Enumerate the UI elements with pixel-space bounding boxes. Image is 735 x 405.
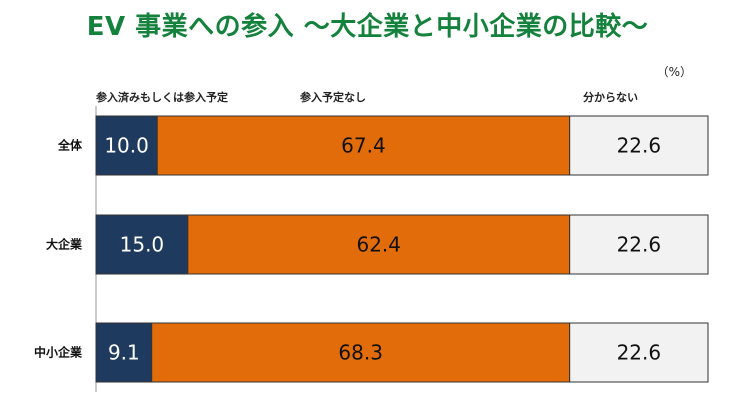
data-label: 10.0 xyxy=(104,134,149,158)
chart-title: EV 事業への参入 ～大企業と中小企業の比較～ xyxy=(86,12,649,42)
legend-label-2: 参入予定なし xyxy=(300,90,366,104)
legend-label-3: 分からない xyxy=(583,90,638,104)
data-label: 62.4 xyxy=(356,233,401,257)
unit-label: （%） xyxy=(657,65,692,79)
data-label: 9.1 xyxy=(108,341,140,365)
category-label: 中小企業 xyxy=(34,345,83,360)
bar-segment xyxy=(569,214,709,275)
category-label: 全体 xyxy=(57,138,83,153)
data-label: 15.0 xyxy=(120,233,165,257)
data-label: 22.6 xyxy=(617,134,662,158)
data-label: 67.4 xyxy=(341,134,386,158)
data-label: 22.6 xyxy=(617,341,662,365)
data-label: 22.6 xyxy=(617,233,662,257)
bar-segment xyxy=(95,214,189,275)
bar-segment xyxy=(187,214,571,275)
bar-segment xyxy=(569,322,709,383)
bar-segment xyxy=(156,115,571,176)
bar-segment xyxy=(95,115,158,176)
data-label: 68.3 xyxy=(338,341,383,365)
bar-segment xyxy=(569,115,709,176)
category-label: 大企業 xyxy=(46,237,83,252)
legend-label-1: 参入済みもしくは参入予定 xyxy=(96,90,228,104)
